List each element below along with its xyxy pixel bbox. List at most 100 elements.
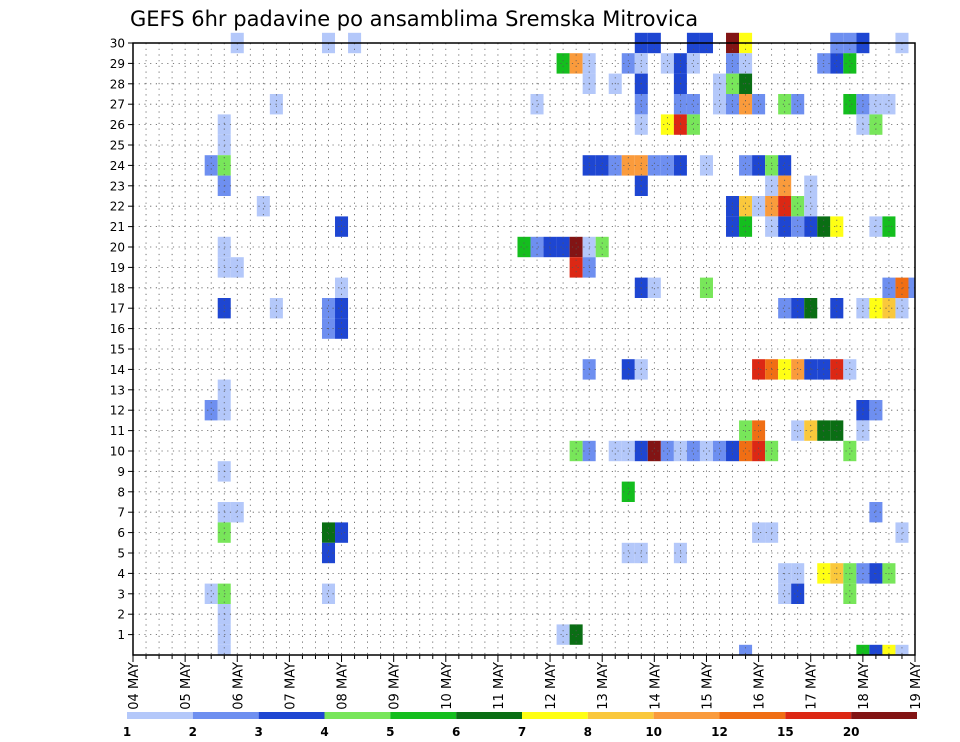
heatmap-cell <box>335 298 349 319</box>
heatmap-cell <box>739 155 753 176</box>
heatmap-cell <box>660 114 674 135</box>
x-tick-label: 16 MAY <box>753 662 768 710</box>
heatmap-cell <box>804 196 818 217</box>
y-tick-label: 16 <box>110 322 125 336</box>
legend-label: 4 <box>320 725 328 739</box>
heatmap-cell <box>712 440 727 462</box>
y-tick-label: 3 <box>117 587 125 601</box>
heatmap-cell <box>830 359 844 380</box>
heatmap-cell <box>699 277 713 298</box>
heatmap-cell <box>843 440 857 462</box>
heatmap-cell <box>739 420 753 441</box>
heatmap-cell <box>869 644 883 655</box>
legend-label: 1 <box>123 725 131 739</box>
x-tick-label: 15 MAY <box>700 662 715 710</box>
y-tick-label: 8 <box>117 485 125 499</box>
heatmap-cell <box>335 277 349 298</box>
heatmap-cell <box>752 94 766 115</box>
heatmap-cell <box>791 298 805 319</box>
heatmap-cell <box>908 277 915 298</box>
heatmap-cell <box>830 298 844 319</box>
y-tick-label: 11 <box>110 424 125 438</box>
y-tick-label: 7 <box>117 506 125 520</box>
legend-swatch <box>522 712 588 719</box>
x-tick-label: 14 MAY <box>648 662 663 710</box>
heatmap-cell <box>895 522 909 543</box>
heatmap-cell <box>647 277 661 298</box>
heatmap-cell <box>739 644 753 655</box>
heatmap-cell <box>686 114 700 135</box>
heatmap-cell <box>569 236 583 258</box>
heatmap-cell <box>556 624 570 645</box>
legend-label: 20 <box>843 725 860 739</box>
y-tick-label: 4 <box>117 567 125 581</box>
y-tick-label: 6 <box>117 526 125 540</box>
heatmap-cell <box>556 53 570 74</box>
y-tick-label: 17 <box>110 302 125 316</box>
heatmap-cell <box>621 542 635 564</box>
heatmap-cell <box>621 155 635 176</box>
heatmap-cell <box>752 420 766 441</box>
heatmap-cell <box>843 583 857 604</box>
y-tick-label: 23 <box>110 179 125 193</box>
heatmap-cell <box>699 440 713 462</box>
y-tick-label: 19 <box>110 261 125 275</box>
legend-swatch <box>192 712 259 719</box>
heatmap-cell <box>517 236 531 258</box>
heatmap-cell <box>204 400 218 421</box>
heatmap-cell <box>556 236 570 258</box>
y-tick-label: 25 <box>110 139 125 153</box>
legend-label: 8 <box>584 725 592 739</box>
x-tick-label: 09 MAY <box>388 662 403 710</box>
heatmap-cell <box>830 53 844 74</box>
x-tick-label: 17 MAY <box>805 662 820 710</box>
heatmap-cell <box>739 53 753 74</box>
heatmap-cell <box>804 298 818 319</box>
heatmap-cell <box>660 440 674 462</box>
legend-swatch <box>785 712 852 719</box>
heatmap-cell <box>739 196 753 217</box>
chart-title: GEFS 6hr padavine po ansamblima Sremska … <box>130 7 698 31</box>
y-tick-label: 18 <box>110 281 125 295</box>
heatmap-cell <box>804 420 818 441</box>
legend-label: 12 <box>711 725 728 739</box>
heatmap-cell <box>830 420 844 441</box>
heatmap-cell <box>530 236 544 258</box>
x-tick-label: 05 MAY <box>179 662 194 710</box>
heatmap-cell <box>791 196 805 217</box>
heatmap-cell <box>621 481 635 502</box>
heatmap-cell <box>804 359 818 380</box>
heatmap-cell <box>335 522 349 543</box>
heatmap-cell <box>778 359 792 380</box>
heatmap-cell <box>608 155 622 176</box>
heatmap-cell <box>895 644 909 655</box>
heatmap-cell <box>530 94 544 115</box>
legend-label: 15 <box>777 725 794 739</box>
heatmap-cell <box>621 359 635 380</box>
heatmap-cell <box>595 155 609 176</box>
x-tick-label: 18 MAY <box>857 662 872 710</box>
y-tick-label: 29 <box>110 57 125 71</box>
y-tick-label: 26 <box>110 118 125 132</box>
heatmap-cell <box>778 196 792 217</box>
heatmap-cell <box>778 298 792 319</box>
heatmap-cell <box>869 400 883 421</box>
heatmap-cells <box>204 32 915 655</box>
heatmap-cell <box>791 359 805 380</box>
heatmap-cell <box>230 257 244 278</box>
heatmap-cell <box>321 298 336 319</box>
y-axis: 1234567891011121314151617181920212223242… <box>110 37 133 642</box>
heatmap-cell <box>752 359 766 380</box>
x-tick-label: 07 MAY <box>283 662 298 710</box>
legend-swatch <box>324 712 391 719</box>
heatmap-cell <box>882 277 896 298</box>
heatmap-cell <box>569 53 583 74</box>
y-tick-label: 24 <box>110 159 125 173</box>
legend-swatch <box>653 712 720 719</box>
legend-swatch <box>127 712 193 719</box>
y-tick-label: 20 <box>110 241 125 255</box>
heatmap-cell <box>256 196 270 217</box>
heatmap-cell <box>608 440 622 462</box>
legend-swatch <box>587 712 654 719</box>
